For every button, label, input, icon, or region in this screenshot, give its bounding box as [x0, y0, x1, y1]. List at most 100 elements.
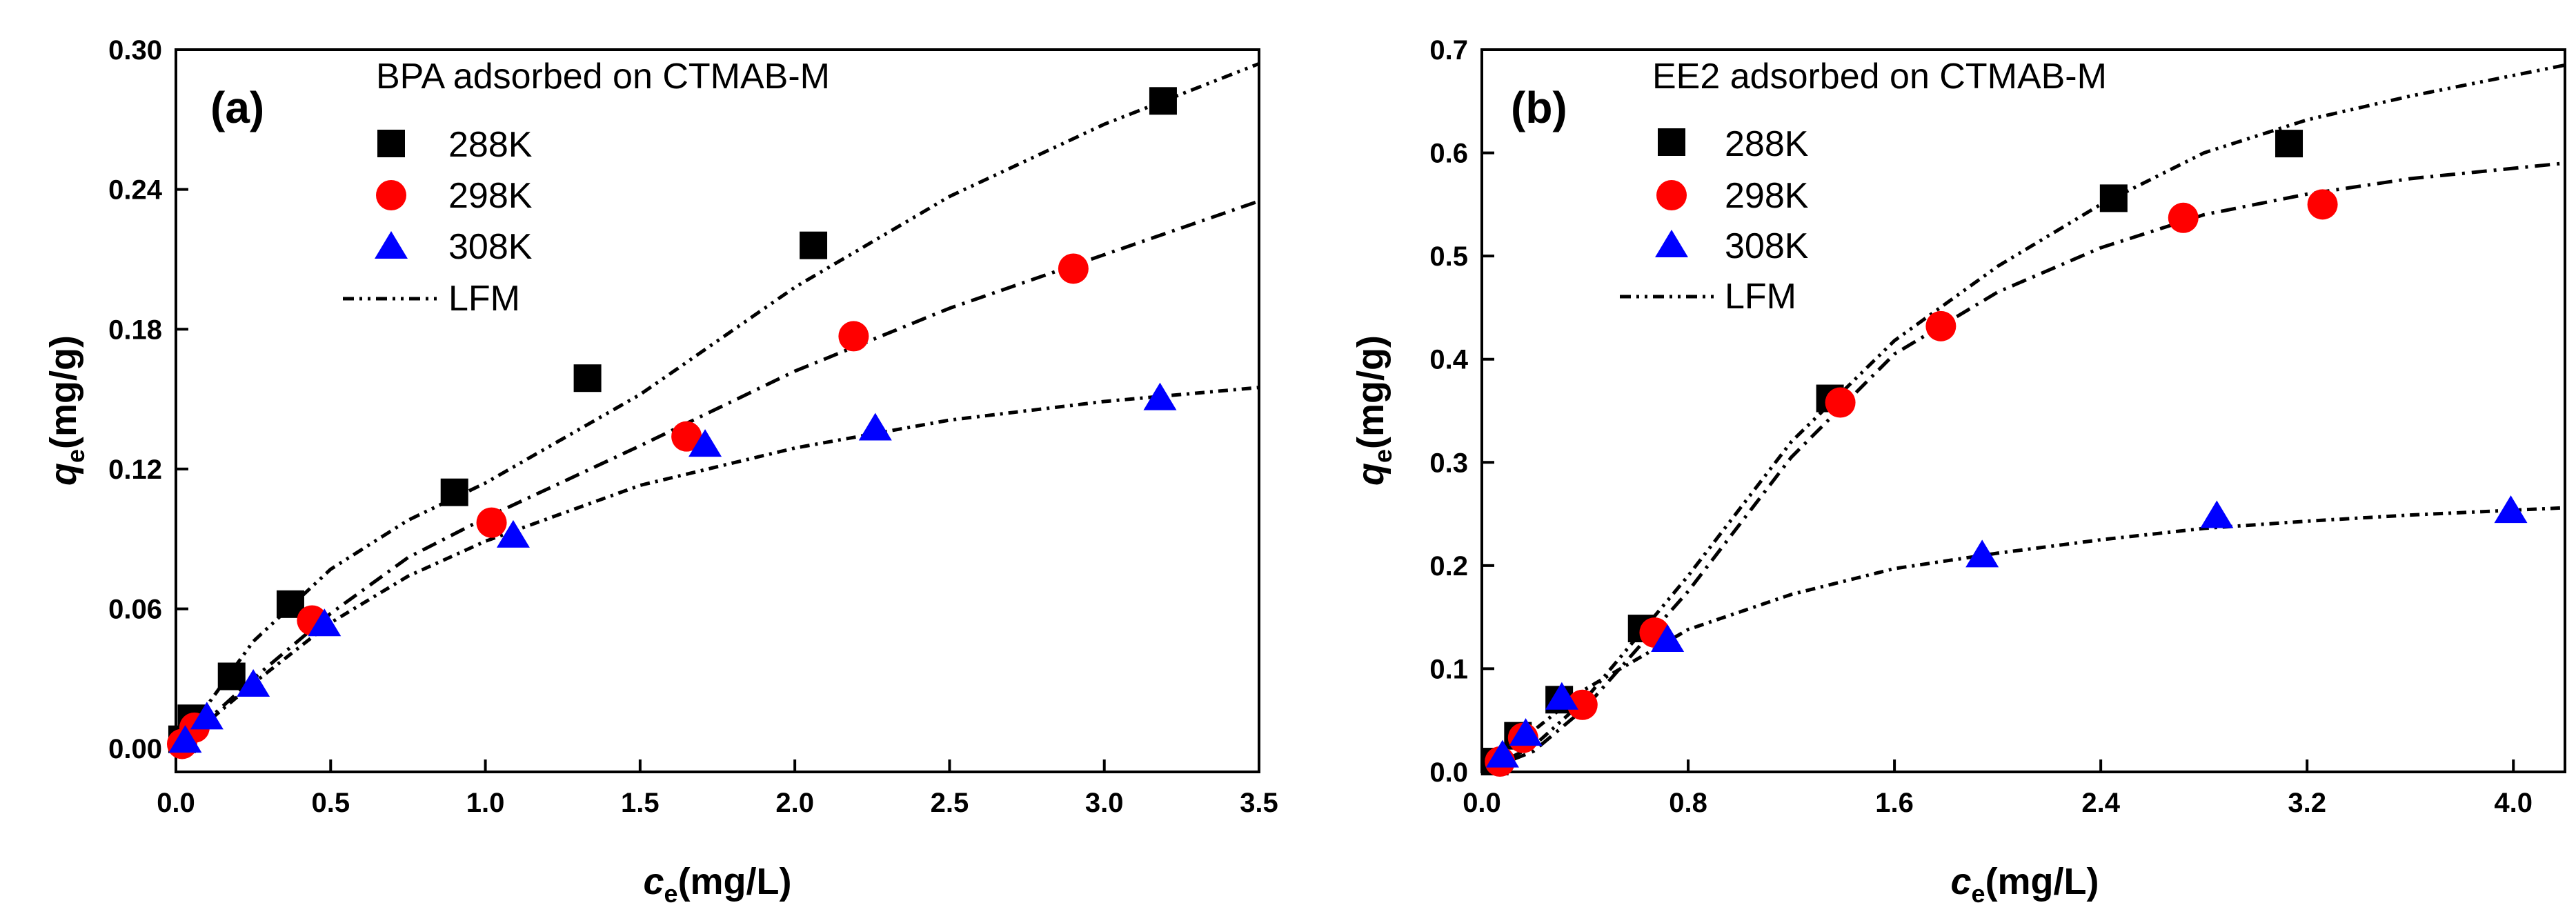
panel-b-point-298K: [1825, 387, 1856, 418]
panel-b-fit-curves: [1480, 63, 2566, 774]
panel-b-legend-marker-288K: [1658, 128, 1685, 156]
panel-b-point-308K: [2200, 500, 2234, 528]
panel-b-fit-curve-288K: [1480, 63, 2566, 774]
panel-a-point-308K: [496, 519, 530, 548]
panel-a-fit-curve-288K: [174, 61, 1260, 750]
panel-a-fit-curve-298K: [175, 199, 1260, 751]
panel-b-x-axis-unit: (mg/L): [1985, 861, 2099, 902]
panel-a-legend-marker-298K: [376, 180, 406, 210]
panel-a-legend: 288K 298K 308K LFM: [343, 125, 533, 319]
panel-b-point-298K: [2168, 202, 2199, 233]
panel-a-point-308K: [190, 702, 224, 730]
panel-b-y-tick-label: 0.2: [1429, 551, 1468, 582]
panel-b-y-tick-label: 0.5: [1429, 241, 1468, 272]
panel-a-legend-marker-308K: [375, 231, 408, 259]
panel-b-legend-label-LFM: LFM: [1725, 277, 1796, 317]
panel-a-point-308K: [858, 413, 892, 441]
panel-b-point-308K: [1965, 539, 1999, 568]
panel-a-x-tick-label: 0.5: [311, 788, 350, 818]
panel-b-legend-marker-298K: [1656, 180, 1687, 210]
panel-a-legend-label-LFM: LFM: [448, 279, 520, 319]
panel-a-point-288K: [573, 364, 602, 393]
panel-a-point-298K: [838, 321, 869, 352]
panel-b-point-298K: [1925, 310, 1956, 341]
panel-a-point-308K: [308, 608, 341, 637]
panel-a-x-axis-unit: (mg/L): [678, 861, 792, 902]
panel-a-x-axis-sub: e: [664, 880, 678, 908]
panel-a-legend-label-308K: 308K: [448, 227, 533, 267]
panel-a-x-tick-label: 1.5: [621, 788, 660, 818]
panel-b-y-tick-label: 0.1: [1429, 654, 1468, 684]
panel-a-x-axis-var: c: [643, 861, 664, 902]
panel-b-x-axis-sub: e: [1972, 880, 1985, 908]
panel-a-plot-frame: [175, 48, 1260, 773]
panel-b-legend-label-308K: 308K: [1725, 226, 1809, 266]
panel-a-y-tick-label: 0.06: [108, 595, 162, 625]
panel-b-y-axis-sub: e: [1369, 449, 1397, 463]
panel-a-point-308K: [168, 725, 202, 753]
panel-b-point-308K: [1545, 682, 1578, 710]
panel-b-point-298K: [2307, 189, 2338, 220]
panel-b-y-tick-label: 0.0: [1429, 757, 1468, 788]
panel-a-y-tick-label: 0.18: [108, 315, 162, 345]
panel-b-x-tick-label: 2.4: [2081, 788, 2120, 818]
panel-a-y-tick-label: 0.24: [108, 175, 163, 206]
panel-b-legend: 288K 298K 308K LFM: [1620, 124, 1809, 317]
panel-b-point-308K: [1651, 624, 1685, 653]
panel-b-x-axis-label: ce(mg/L): [1950, 861, 2099, 908]
panel-a-legend-label-288K: 288K: [448, 125, 533, 165]
panel-b-x-axis-var: c: [1950, 861, 1971, 902]
panel-a: 0.0 0.5 1.0 1.5 2.0 2.5 3.0 3.5 0.00 0.06 0.12 0.18…: [43, 35, 1278, 908]
panel-a-legend-label-298K: 298K: [448, 176, 533, 216]
panel-a-y-axis-label: qe(mg/g): [43, 335, 90, 486]
panel-a-point-308K: [688, 429, 722, 457]
panel-a-x-tick-label: 2.5: [931, 788, 969, 818]
panel-b-x-tick-label: 0.0: [1463, 788, 1501, 818]
panel-b-y-axis-unit: (mg/g): [1350, 335, 1391, 449]
panel-b-y-tick-label: 0.7: [1429, 35, 1468, 66]
panel-b-legend-marker-308K: [1655, 230, 1688, 257]
panel-a-data-points: [166, 87, 1177, 759]
panel-a-x-tick-label: 3.0: [1085, 788, 1124, 818]
panel-a-fit-curve-308K: [175, 386, 1260, 751]
panel-a-x-tick-label: 1.0: [466, 788, 505, 818]
panel-a-point-298K: [671, 421, 702, 452]
panel-a-point-288K: [217, 662, 246, 691]
panel-b-data-points: [1480, 130, 2528, 777]
panel-b: 0.0 0.8 1.6 2.4 3.2 4.0 0.0 0.1 0.2 0.3 0.4 0.5 0.6 0…: [1350, 35, 2566, 908]
panel-b-y-tick-label: 0.6: [1429, 139, 1468, 169]
panel-a-x-tick-label: 0.0: [157, 788, 195, 818]
panel-a-y-tick-label: 0.00: [108, 734, 162, 764]
panel-b-point-298K: [1567, 689, 1598, 720]
panel-b-plot-frame: [1480, 48, 2566, 773]
panel-a-point-288K: [1149, 87, 1177, 115]
panel-b-y-tick-label: 0.3: [1429, 448, 1468, 478]
panel-a-point-308K: [237, 669, 270, 697]
panel-b-x-tick-label: 1.6: [1875, 788, 1914, 818]
panel-b-point-308K: [1509, 718, 1543, 746]
panel-a-y-tick-label: 0.30: [108, 35, 162, 66]
panel-b-point-308K: [1485, 739, 1519, 768]
panel-a-y-axis-sub: e: [61, 449, 90, 463]
panel-a-label: (a): [210, 83, 264, 132]
panel-b-label: (b): [1511, 83, 1567, 132]
panel-a-point-288K: [440, 478, 468, 506]
panel-a-point-288K: [800, 231, 828, 259]
panel-b-fit-curve-298K: [1481, 161, 2566, 774]
panel-b-title: EE2 adsorbed on CTMAB-M: [1652, 57, 2107, 97]
panel-b-x-tick-label: 0.8: [1669, 788, 1707, 818]
panel-b-point-308K: [2494, 495, 2528, 524]
panel-b-y-axis-label: qe(mg/g): [1350, 335, 1397, 486]
panel-a-fit-curves: [174, 61, 1260, 751]
panel-a-point-298K: [476, 507, 507, 538]
panel-b-y-axis-var: q: [1350, 463, 1391, 486]
panel-a-ticks: 0.0 0.5 1.0 1.5 2.0 2.5 3.0 3.5 0.00 0.06 0.12 0.18…: [108, 35, 1278, 818]
panel-a-point-298K: [1058, 253, 1089, 284]
panel-a-legend-marker-288K: [377, 130, 405, 157]
panel-b-y-tick-label: 0.4: [1429, 345, 1468, 375]
panel-b-legend-label-298K: 298K: [1725, 176, 1809, 216]
panel-a-x-tick-label: 3.5: [1240, 788, 1278, 818]
panel-b-x-tick-label: 4.0: [2494, 788, 2533, 818]
panel-b-point-288K: [2099, 184, 2128, 212]
